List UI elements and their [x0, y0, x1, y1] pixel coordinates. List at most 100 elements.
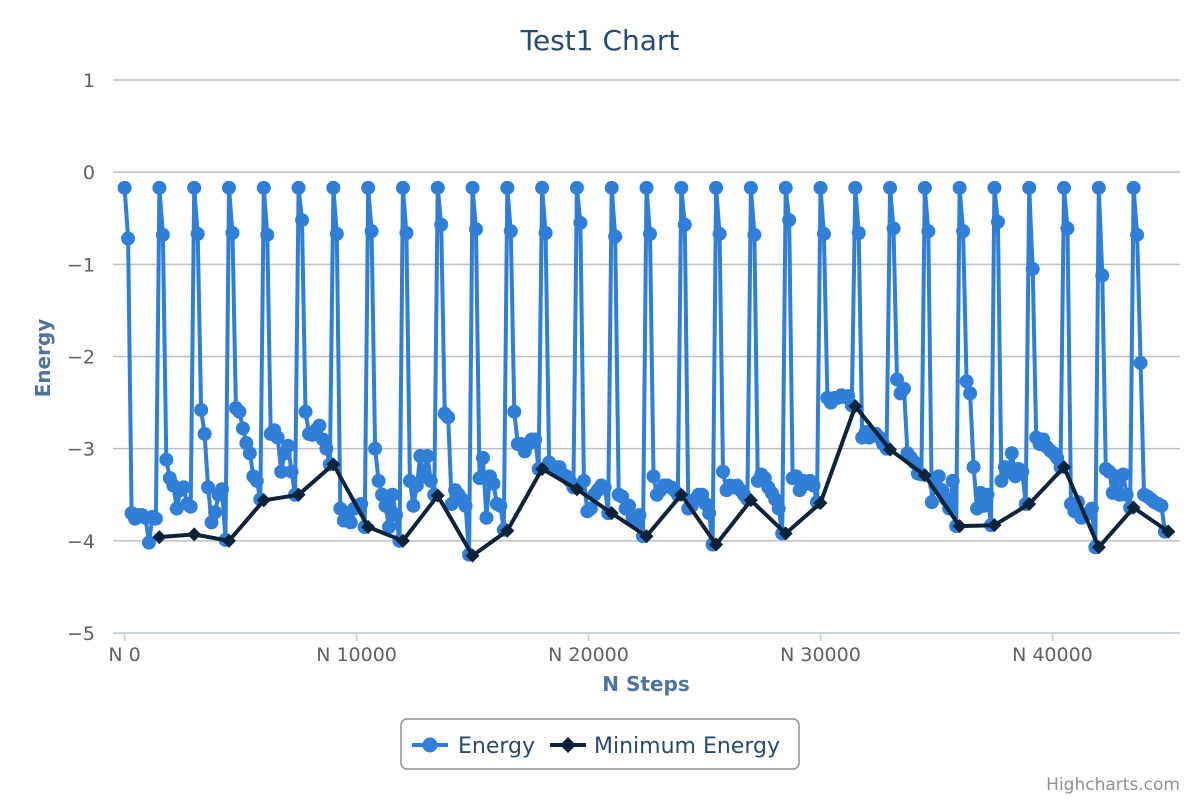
data-point[interactable] [528, 432, 543, 447]
data-point[interactable] [576, 473, 591, 488]
data-point[interactable] [816, 226, 831, 241]
data-point[interactable] [395, 180, 410, 195]
data-point[interactable] [848, 180, 863, 195]
data-point[interactable] [956, 224, 971, 239]
data-point[interactable] [493, 498, 508, 513]
data-point[interactable] [976, 498, 991, 513]
data-point[interactable] [883, 442, 898, 457]
data-point[interactable] [921, 224, 936, 239]
data-point[interactable] [883, 180, 898, 195]
data-point[interactable] [583, 501, 598, 516]
data-point[interactable] [232, 404, 247, 419]
data-point[interactable] [813, 496, 828, 511]
data-point[interactable] [319, 441, 334, 456]
data-point[interactable] [709, 537, 724, 552]
data-point[interactable] [917, 468, 932, 483]
data-point[interactable] [1084, 501, 1099, 516]
data-point[interactable] [778, 180, 793, 195]
data-point[interactable] [1095, 268, 1110, 283]
data-point[interactable] [500, 523, 515, 538]
data-point[interactable] [1133, 355, 1148, 370]
data-point[interactable] [639, 529, 654, 544]
data-point[interactable] [597, 480, 612, 495]
data-point[interactable] [215, 482, 230, 497]
data-point[interactable] [987, 180, 1002, 195]
data-point[interactable] [235, 421, 250, 436]
data-point[interactable] [434, 217, 449, 232]
data-point[interactable] [430, 488, 445, 503]
data-point[interactable] [1057, 180, 1072, 195]
data-point[interactable] [260, 227, 275, 242]
data-point[interactable] [778, 526, 793, 541]
data-point[interactable] [187, 180, 202, 195]
data-point[interactable] [256, 180, 271, 195]
data-point[interactable] [343, 515, 358, 530]
data-point[interactable] [1161, 524, 1176, 539]
data-point[interactable] [242, 446, 257, 461]
data-point[interactable] [1126, 500, 1141, 515]
data-point[interactable] [291, 487, 306, 502]
data-point[interactable] [608, 229, 623, 244]
data-point[interactable] [378, 498, 393, 513]
data-point[interactable] [187, 527, 202, 542]
data-point[interactable] [1022, 496, 1037, 511]
data-point[interactable] [169, 501, 184, 516]
data-point[interactable] [479, 510, 494, 525]
data-point[interactable] [813, 180, 828, 195]
data-point[interactable] [622, 498, 637, 513]
data-point[interactable] [677, 217, 692, 232]
data-point[interactable] [465, 548, 480, 563]
data-point[interactable] [604, 180, 619, 195]
data-point[interactable] [674, 487, 689, 502]
data-point[interactable] [771, 501, 786, 516]
credits-link[interactable]: Highcharts.com [1046, 775, 1180, 795]
data-point[interactable] [604, 506, 619, 521]
data-point[interactable] [284, 464, 299, 479]
data-point[interactable] [1060, 221, 1075, 236]
data-point[interactable] [326, 457, 341, 472]
data-point[interactable] [712, 226, 727, 241]
legend-item-minimum-energy[interactable]: Minimum Energy [550, 734, 780, 759]
data-point[interactable] [709, 180, 724, 195]
data-point[interactable] [1091, 180, 1106, 195]
data-point[interactable] [270, 430, 285, 445]
data-point[interactable] [896, 381, 911, 396]
data-point[interactable] [1154, 498, 1169, 513]
data-point[interactable] [176, 480, 191, 495]
data-point[interactable] [917, 180, 932, 195]
data-point[interactable] [952, 519, 967, 534]
data-point[interactable] [987, 518, 1002, 533]
data-point[interactable] [406, 498, 421, 513]
data-point[interactable] [646, 469, 661, 484]
data-point[interactable] [990, 214, 1005, 229]
data-point[interactable] [486, 476, 501, 491]
data-point[interactable] [743, 493, 758, 508]
data-point[interactable] [1130, 227, 1145, 242]
data-point[interactable] [458, 498, 473, 513]
data-point[interactable] [382, 520, 397, 535]
data-point[interactable] [886, 221, 901, 236]
data-point[interactable] [1057, 460, 1072, 475]
data-point[interactable] [966, 460, 981, 475]
data-point[interactable] [155, 227, 170, 242]
data-point[interactable] [535, 461, 550, 476]
data-point[interactable] [385, 487, 400, 502]
data-point[interactable] [747, 227, 762, 242]
data-point[interactable] [430, 180, 445, 195]
data-point[interactable] [274, 464, 289, 479]
data-point[interactable] [371, 473, 386, 488]
data-point[interactable] [469, 222, 484, 237]
data-point[interactable] [1091, 540, 1106, 555]
data-point[interactable] [395, 533, 410, 548]
data-point[interactable] [639, 180, 654, 195]
data-point[interactable] [326, 180, 341, 195]
data-point[interactable] [368, 441, 383, 456]
data-point[interactable] [295, 213, 310, 228]
data-point[interactable] [298, 404, 313, 419]
data-point[interactable] [503, 224, 518, 239]
data-point[interactable] [152, 180, 167, 195]
data-point[interactable] [642, 226, 657, 241]
data-point[interactable] [117, 180, 132, 195]
data-point[interactable] [329, 226, 344, 241]
data-point[interactable] [952, 180, 967, 195]
